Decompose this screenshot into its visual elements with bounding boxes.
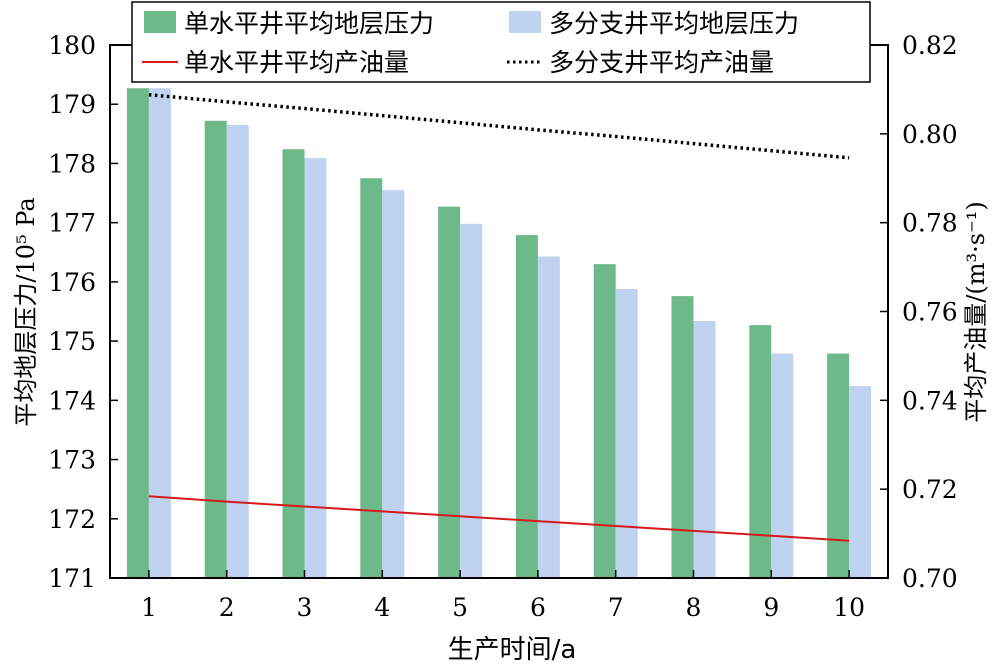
bar-multi-4 — [382, 190, 405, 578]
y-left-tick-label: 175 — [48, 327, 96, 356]
legend-box — [131, 1, 871, 83]
y-right-tick-label: 0.74 — [902, 386, 958, 415]
bar-single-8 — [671, 296, 694, 578]
x-axis-label: 生产时间/a — [448, 635, 577, 665]
y-axis-right-label: 平均产油量/(m³·s⁻¹) — [962, 201, 990, 422]
lines-layer — [148, 93, 850, 542]
bar-single-1 — [126, 88, 149, 578]
y-left-tick-label: 171 — [48, 564, 96, 593]
legend-label-single-pressure: 单水平井平均地层压力 — [184, 9, 434, 38]
y-axis-left-label: 平均地层压力/10⁵ Pa — [12, 197, 40, 426]
bar-multi-8 — [693, 320, 716, 578]
bar-multi-10 — [849, 386, 872, 578]
bars-layer — [126, 88, 872, 578]
y-left-tick-label: 178 — [48, 149, 96, 178]
bar-single-10 — [827, 353, 850, 578]
x-tick-label: 5 — [452, 593, 468, 622]
legend-label-multi-oil: 多分支井平均产油量 — [549, 48, 774, 77]
y-left-tick-label: 174 — [48, 386, 96, 415]
x-tick-label: 2 — [219, 593, 235, 622]
line-single-oil — [148, 495, 850, 542]
legend-swatch-single-pressure — [144, 11, 176, 33]
bar-single-3 — [282, 149, 305, 578]
legend-label-multi-pressure: 多分支井平均地层压力 — [549, 9, 799, 38]
axes-layer: 1711721731741751761771781791800.700.720.… — [48, 31, 957, 622]
x-tick-label: 8 — [686, 593, 702, 622]
x-tick-label: 1 — [141, 593, 157, 622]
bar-single-9 — [749, 325, 772, 578]
legend-label-single-oil: 单水平井平均产油量 — [184, 48, 409, 77]
bar-multi-9 — [771, 353, 794, 578]
y-left-tick-label: 173 — [48, 446, 96, 475]
y-right-tick-label: 0.78 — [902, 209, 958, 238]
y-left-tick-label: 172 — [48, 505, 96, 534]
y-right-tick-label: 0.76 — [902, 298, 958, 327]
bar-single-5 — [438, 206, 461, 578]
legend-swatch-multi-pressure — [509, 11, 541, 33]
x-tick-label: 3 — [297, 593, 313, 622]
x-tick-label: 4 — [374, 593, 390, 622]
y-right-tick-label: 0.82 — [902, 31, 958, 60]
y-left-tick-label: 177 — [48, 209, 96, 238]
x-tick-label: 6 — [530, 593, 546, 622]
x-tick-label: 10 — [833, 593, 865, 622]
bar-multi-5 — [460, 223, 483, 578]
legend: 单水平井平均地层压力 多分支井平均地层压力 单水平井平均产油量 多分支井平均产油… — [131, 1, 871, 83]
y-right-tick-label: 0.72 — [902, 475, 958, 504]
bar-multi-3 — [304, 158, 327, 578]
x-tick-label: 9 — [763, 593, 779, 622]
bar-multi-7 — [615, 288, 638, 578]
bar-single-4 — [360, 178, 383, 578]
bar-single-6 — [515, 235, 538, 578]
line-multi-oil — [148, 93, 850, 160]
x-tick-label: 7 — [608, 593, 624, 622]
y-left-tick-label: 179 — [48, 90, 96, 119]
bar-single-2 — [204, 120, 227, 578]
bar-multi-1 — [148, 88, 171, 578]
bar-multi-2 — [226, 124, 249, 578]
y-right-tick-label: 0.70 — [902, 564, 958, 593]
y-left-tick-label: 180 — [48, 31, 96, 60]
bar-multi-6 — [537, 256, 560, 578]
y-right-tick-label: 0.80 — [902, 120, 958, 149]
y-left-tick-label: 176 — [48, 268, 96, 297]
bar-single-7 — [593, 264, 616, 578]
